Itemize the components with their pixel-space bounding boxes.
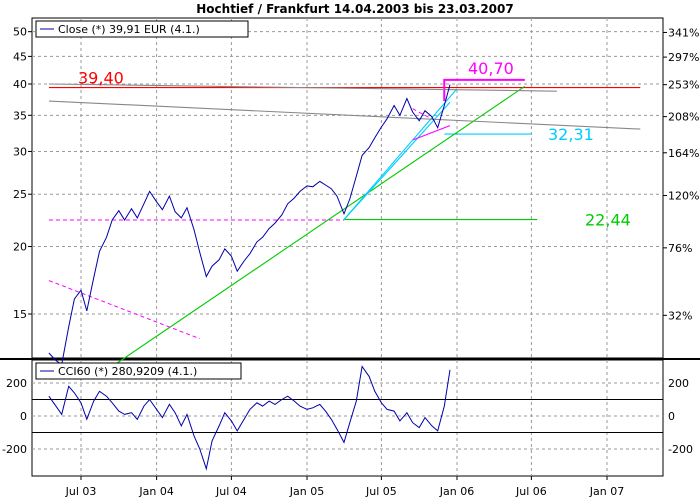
annotation-label: 32,31	[548, 125, 594, 144]
price-legend-text: Close (*) 39,91 EUR (4.1.)	[58, 23, 200, 36]
cci-tick-label-left: 200	[6, 377, 27, 390]
annotation-label: 22,44	[585, 211, 631, 230]
y-tick-label-left: 40	[13, 78, 27, 91]
axes: Jul 03 Jan 04 Jul 04 Jan 05 Jul 05 Jan 06 Jul …	[2, 26, 699, 498]
series	[48, 84, 451, 471]
y-tick-label-left: 20	[13, 241, 27, 254]
cci-tick-label-left: -200	[2, 443, 27, 456]
x-tick-label: Jan 05	[289, 485, 324, 498]
y-tick-label-right: 164%	[668, 147, 699, 160]
cci-legend-text: CCI60 (*) 280,9209 (4.1.)	[58, 365, 197, 378]
annotation-trendline	[106, 85, 526, 371]
annotation-trendline	[343, 101, 451, 220]
x-tick-label: Jul 04	[215, 485, 247, 498]
x-tick-label: Jan 04	[138, 485, 173, 498]
x-tick-label: Jul 03	[65, 485, 97, 498]
price-legend-box	[35, 20, 249, 38]
y-tick-label-left: 15	[13, 308, 27, 321]
annotation-trendline	[48, 100, 641, 130]
y-tick-label-right: 341%	[668, 26, 699, 39]
y-tick-label-right: 208%	[668, 111, 699, 124]
y-tick-label-right: 253%	[668, 79, 699, 92]
annotation-target-bracket	[443, 78, 525, 102]
x-tick-label: Jul 05	[365, 485, 397, 498]
cci-series-line	[48, 365, 451, 471]
annotation-trendline	[343, 88, 458, 220]
y-tick-label-right: 32%	[668, 309, 692, 322]
y-tick-label-right: 76%	[668, 242, 692, 255]
x-tick-label: Jan 06	[439, 485, 474, 498]
price-plot-frame	[31, 17, 664, 359]
legends: Close (*) 39,91 EUR (4.1.) CCI60 (*) 280,…	[35, 20, 249, 380]
x-tick-label: Jul 06	[515, 485, 547, 498]
annotation-label: 40,70	[468, 59, 514, 78]
annotation-dashed-line	[48, 280, 200, 340]
annotations: 39,40 40,70 32,31 22,44	[48, 59, 641, 371]
cci-legend-box	[35, 362, 242, 380]
cci-tick-label-right: 0	[668, 410, 675, 423]
chart-title: Hochtief / Frankfurt 14.04.2003 bis 23.0…	[196, 2, 513, 16]
y-tick-label-left: 25	[13, 188, 27, 201]
annotation-trendline	[48, 83, 557, 92]
y-tick-label-right: 120%	[668, 190, 699, 203]
y-tick-label-left: 50	[13, 26, 27, 39]
x-tick-label: Jan 07	[589, 485, 624, 498]
annotation-trendline	[412, 125, 451, 141]
annotation-label: 39,40	[78, 69, 124, 88]
y-tick-label-right: 297%	[668, 51, 699, 64]
y-tick-label-left: 35	[13, 109, 27, 122]
y-tick-label-left: 30	[13, 145, 27, 158]
cci-tick-label-left: 0	[20, 410, 27, 423]
price-series-line	[48, 84, 451, 366]
cci-tick-label-right: 200	[668, 377, 689, 390]
cci-tick-label-right: -200	[668, 443, 693, 456]
y-tick-label-left: 45	[13, 50, 27, 63]
